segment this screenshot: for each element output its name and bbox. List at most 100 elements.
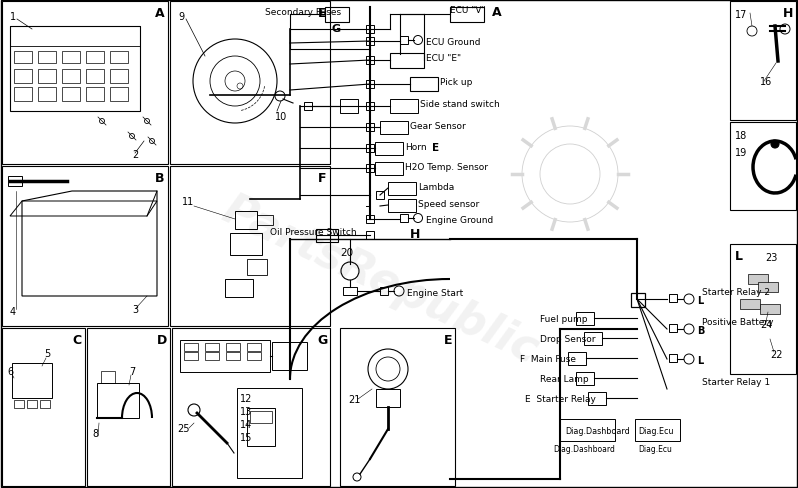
Text: 3: 3 — [132, 305, 138, 314]
Bar — [576, 372, 595, 385]
Text: Secondary Fuses: Secondary Fuses — [265, 8, 341, 17]
Text: F: F — [318, 172, 326, 184]
Bar — [388, 183, 416, 196]
Text: 15: 15 — [240, 432, 252, 442]
Bar — [40, 400, 50, 408]
Text: Diag.Dashboard: Diag.Dashboard — [553, 444, 615, 453]
Text: 22: 22 — [770, 349, 783, 359]
Bar — [366, 81, 374, 89]
Text: 9: 9 — [178, 12, 184, 22]
Bar — [62, 88, 80, 102]
Bar — [101, 371, 115, 383]
Text: Starter Relay 1: Starter Relay 1 — [702, 377, 770, 386]
Bar — [97, 383, 139, 418]
Bar — [380, 287, 388, 295]
Bar — [400, 215, 408, 223]
Text: 11: 11 — [182, 197, 194, 206]
Bar — [631, 293, 645, 307]
Text: Drop Sensor: Drop Sensor — [540, 334, 595, 343]
Bar — [567, 352, 586, 365]
Bar — [86, 52, 104, 64]
Bar — [758, 283, 778, 292]
Text: Positive Battery: Positive Battery — [702, 317, 773, 326]
Bar — [2, 328, 85, 486]
Bar — [560, 419, 615, 441]
Text: Diag.Ecu: Diag.Ecu — [638, 426, 674, 435]
Text: 14: 14 — [240, 419, 252, 429]
Bar — [760, 305, 780, 314]
Text: H: H — [410, 227, 421, 241]
Bar — [390, 100, 418, 114]
Text: Engine Start: Engine Start — [407, 288, 464, 297]
Text: 10: 10 — [275, 112, 287, 122]
Text: ECU "E": ECU "E" — [426, 54, 461, 63]
Bar — [250, 411, 272, 423]
Bar — [170, 2, 330, 164]
Bar — [366, 103, 374, 111]
Text: 4: 4 — [10, 306, 16, 316]
Text: 23: 23 — [765, 252, 777, 263]
Text: B: B — [697, 325, 705, 335]
Bar — [730, 123, 796, 210]
Bar — [450, 8, 484, 23]
Bar — [316, 229, 338, 243]
Bar — [38, 70, 56, 84]
Bar — [247, 260, 267, 275]
Bar — [12, 363, 52, 398]
Bar — [390, 54, 424, 69]
Bar — [2, 167, 168, 326]
Bar — [205, 343, 219, 351]
Bar — [226, 352, 240, 360]
Bar — [340, 100, 358, 114]
Bar — [740, 299, 760, 309]
Text: 24: 24 — [760, 319, 772, 329]
Bar — [184, 343, 198, 351]
Text: Speed sensor: Speed sensor — [418, 200, 480, 208]
Text: PartsRepublic: PartsRepublic — [215, 187, 545, 371]
Bar — [375, 142, 403, 156]
Text: Fuel pump: Fuel pump — [540, 314, 587, 324]
Text: F  Main Fuse: F Main Fuse — [520, 354, 576, 363]
Bar — [27, 400, 37, 408]
Bar — [86, 88, 104, 102]
Bar — [247, 343, 261, 351]
Text: 20: 20 — [340, 247, 354, 258]
Text: Engine Ground: Engine Ground — [426, 216, 493, 224]
Bar — [340, 328, 455, 486]
Text: E: E — [318, 7, 326, 20]
Bar — [366, 231, 374, 240]
Text: H: H — [783, 7, 793, 20]
Bar — [235, 212, 257, 229]
Text: 17: 17 — [735, 10, 748, 20]
Text: Side stand switch: Side stand switch — [420, 100, 500, 109]
Text: Pick up: Pick up — [440, 78, 472, 87]
Bar — [669, 294, 677, 303]
Text: L: L — [697, 295, 703, 305]
Bar — [226, 343, 240, 351]
Bar — [8, 177, 22, 186]
Text: Diag.Ecu: Diag.Ecu — [638, 444, 672, 453]
Bar — [110, 70, 128, 84]
Bar — [730, 244, 796, 374]
Text: 7: 7 — [129, 366, 135, 376]
Text: 5: 5 — [44, 348, 50, 358]
Bar — [376, 192, 384, 200]
Text: 2: 2 — [132, 150, 138, 160]
Text: 16: 16 — [760, 77, 772, 87]
Bar — [366, 216, 374, 224]
Bar — [366, 164, 374, 173]
Bar — [730, 2, 796, 121]
Bar — [247, 408, 275, 446]
Bar — [366, 145, 374, 153]
Text: D: D — [157, 333, 167, 346]
Bar — [86, 70, 104, 84]
Bar — [366, 124, 374, 132]
Text: Diag.Dashboard: Diag.Dashboard — [565, 426, 630, 435]
Text: Horn: Horn — [405, 142, 427, 152]
Text: 21: 21 — [348, 394, 361, 404]
Bar — [38, 52, 56, 64]
Text: H2O Temp. Sensor: H2O Temp. Sensor — [405, 163, 488, 172]
Bar — [584, 332, 602, 346]
Bar — [205, 352, 219, 360]
Text: ECU Ground: ECU Ground — [426, 38, 480, 47]
